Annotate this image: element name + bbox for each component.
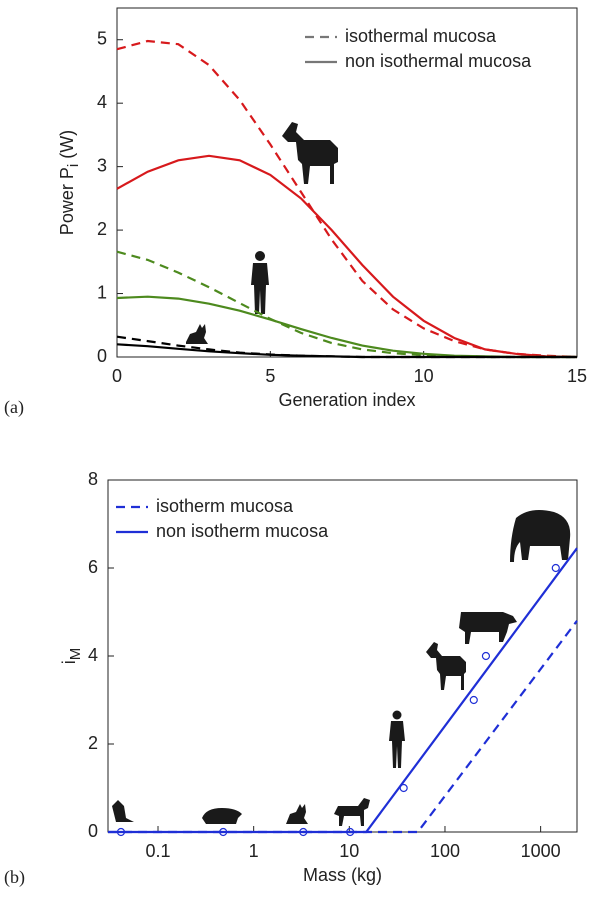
y-tick-label: 5 (97, 28, 107, 48)
series-line (117, 344, 577, 357)
elephant-icon (510, 510, 570, 562)
x-tick-label: 10 (414, 366, 434, 386)
legend-label: non isothermal mucosa (345, 51, 532, 71)
horse-icon (426, 642, 466, 690)
y-label-main: Power P (57, 167, 77, 235)
human-icon (389, 711, 405, 769)
series-line (108, 548, 577, 832)
data-point (482, 653, 489, 660)
series-line (117, 297, 577, 357)
data-point (470, 697, 477, 704)
y-tick-label: 1 (97, 282, 107, 302)
cat-icon (186, 324, 208, 344)
panel-label: (a) (4, 397, 24, 418)
y-tick-label: 2 (97, 219, 107, 239)
series-line (108, 621, 577, 832)
y-axis-label: iM (59, 648, 84, 665)
series-line (117, 156, 577, 357)
x-axis-label: Mass (kg) (303, 865, 382, 885)
horse-icon (282, 122, 338, 184)
data-point (400, 785, 407, 792)
figure: 051015012345Generation indexPower Pi (W)… (0, 0, 589, 900)
legend-label: isotherm mucosa (156, 496, 294, 516)
y-axis-label: Power Pi (W) (57, 130, 82, 235)
y-tick-label: 4 (88, 645, 98, 665)
y-tick-label: 3 (97, 155, 107, 175)
dog-icon (334, 798, 370, 826)
rat-icon (202, 808, 242, 824)
y-tick-label: 6 (88, 557, 98, 577)
series-line (117, 337, 577, 357)
data-point (552, 565, 559, 572)
y-tick-label: 2 (88, 733, 98, 753)
x-tick-label: 1 (249, 841, 259, 861)
panel-label: (b) (4, 867, 25, 888)
x-tick-label: 0 (112, 366, 122, 386)
y-label-unit: (W) (57, 130, 77, 159)
legend-label: isothermal mucosa (345, 26, 497, 46)
series-line (117, 41, 577, 357)
y-label-sub: M (67, 648, 84, 661)
x-tick-label: 5 (265, 366, 275, 386)
x-axis-label: Generation index (278, 390, 415, 410)
x-tick-label: 15 (567, 366, 587, 386)
cat-icon (286, 804, 308, 824)
y-tick-label: 4 (97, 92, 107, 112)
legend-label: non isotherm mucosa (156, 521, 329, 541)
y-tick-label: 8 (88, 469, 98, 489)
y-tick-label: 0 (88, 821, 98, 841)
x-tick-label: 100 (430, 841, 460, 861)
x-tick-label: 0.1 (145, 841, 170, 861)
human-icon (251, 251, 269, 314)
x-tick-label: 1000 (521, 841, 561, 861)
mouse-icon (112, 800, 134, 822)
y-tick-label: 0 (97, 346, 107, 366)
x-tick-label: 10 (339, 841, 359, 861)
